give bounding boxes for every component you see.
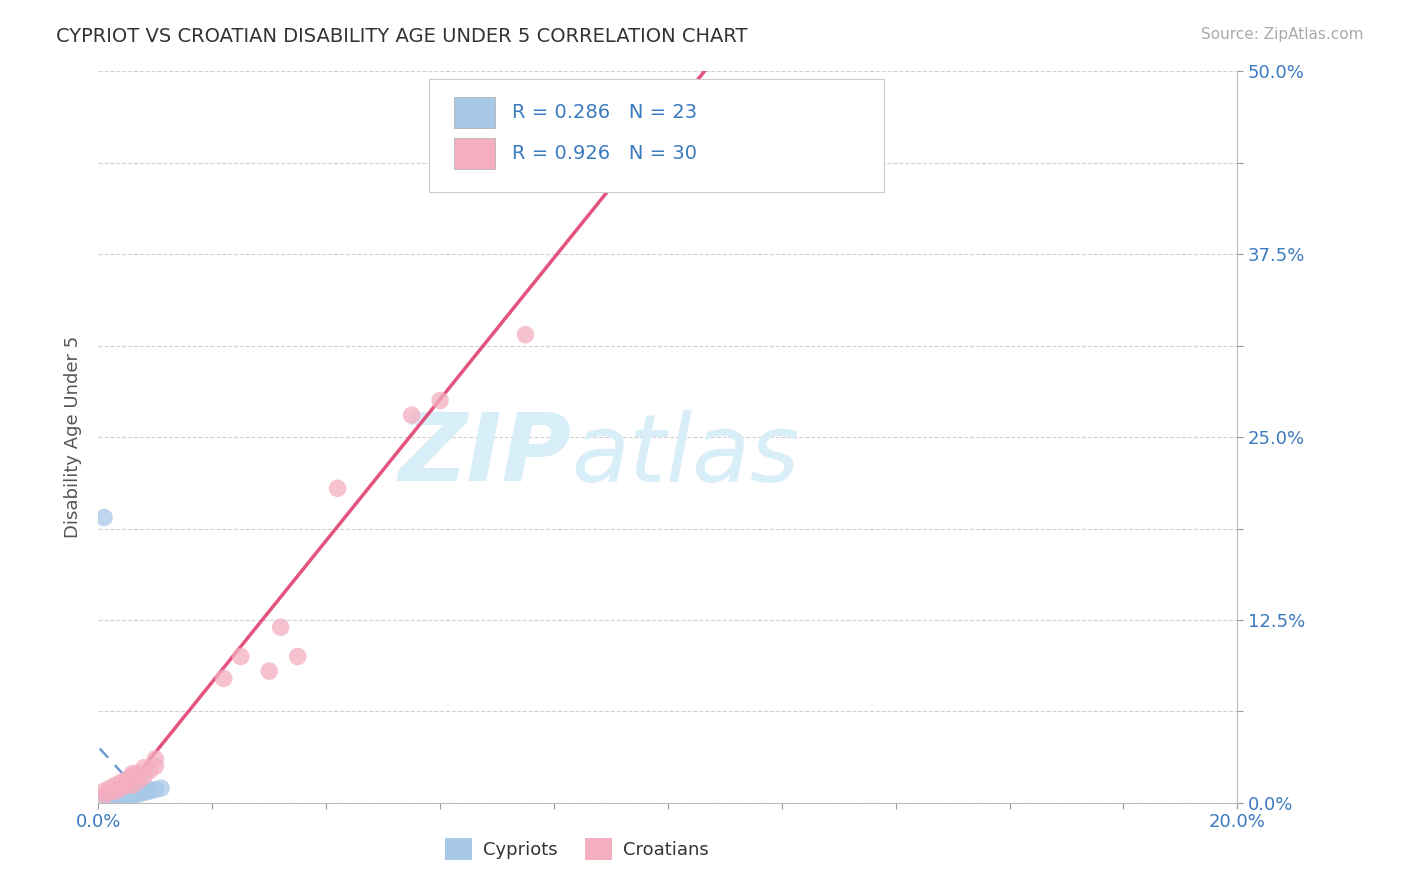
Point [104, 789, 127, 804]
Point [150, 781, 173, 796]
Point [132, 769, 155, 783]
Point [121, 766, 143, 780]
Legend: Cypriots, Croatians: Cypriots, Croatians [437, 830, 716, 867]
Point [138, 782, 160, 797]
Point [110, 789, 132, 803]
Point [259, 664, 281, 678]
Text: R = 0.926   N = 30: R = 0.926 N = 30 [512, 144, 697, 162]
Point [401, 408, 423, 422]
Point [115, 789, 138, 803]
Point [145, 759, 167, 773]
Point [104, 791, 127, 805]
Point [115, 778, 138, 792]
Point [127, 786, 149, 800]
Point [121, 778, 143, 792]
Point [115, 789, 138, 804]
Point [110, 789, 132, 804]
Point [127, 766, 149, 780]
Point [132, 784, 155, 798]
Point [121, 787, 143, 801]
Point [270, 620, 292, 634]
Point [212, 672, 235, 686]
Point [132, 761, 155, 775]
Point [326, 481, 349, 495]
Point [104, 784, 127, 798]
Point [110, 775, 132, 789]
Text: Source: ZipAtlas.com: Source: ZipAtlas.com [1201, 27, 1364, 42]
FancyBboxPatch shape [454, 97, 495, 128]
Point [127, 773, 149, 788]
Point [127, 784, 149, 798]
FancyBboxPatch shape [429, 78, 884, 192]
Point [429, 393, 451, 408]
Text: R = 0.286   N = 23: R = 0.286 N = 23 [512, 103, 697, 122]
Point [145, 782, 167, 797]
Point [571, 137, 593, 152]
FancyBboxPatch shape [454, 138, 495, 169]
Point [104, 778, 127, 792]
Y-axis label: Disability Age Under 5: Disability Age Under 5 [63, 336, 82, 538]
Point [93, 789, 115, 803]
Point [115, 772, 138, 787]
Text: CYPRIOT VS CROATIAN DISABILITY AGE UNDER 5 CORRELATION CHART: CYPRIOT VS CROATIAN DISABILITY AGE UNDER… [56, 27, 748, 45]
Point [93, 510, 115, 524]
Text: atlas: atlas [571, 409, 799, 501]
Point [98, 791, 121, 805]
Point [127, 787, 149, 801]
Point [287, 649, 309, 664]
Point [110, 781, 132, 796]
Point [93, 791, 115, 805]
Point [138, 764, 160, 778]
Point [121, 789, 143, 803]
Point [98, 786, 121, 800]
Point [138, 784, 160, 798]
Point [93, 784, 115, 798]
Point [121, 786, 143, 800]
Point [145, 752, 167, 766]
Text: ZIP: ZIP [398, 409, 571, 501]
Point [98, 789, 121, 804]
Point [229, 649, 252, 664]
Point [132, 786, 155, 800]
Point [121, 769, 143, 783]
Point [515, 327, 537, 342]
Point [98, 781, 121, 796]
Point [115, 787, 138, 801]
